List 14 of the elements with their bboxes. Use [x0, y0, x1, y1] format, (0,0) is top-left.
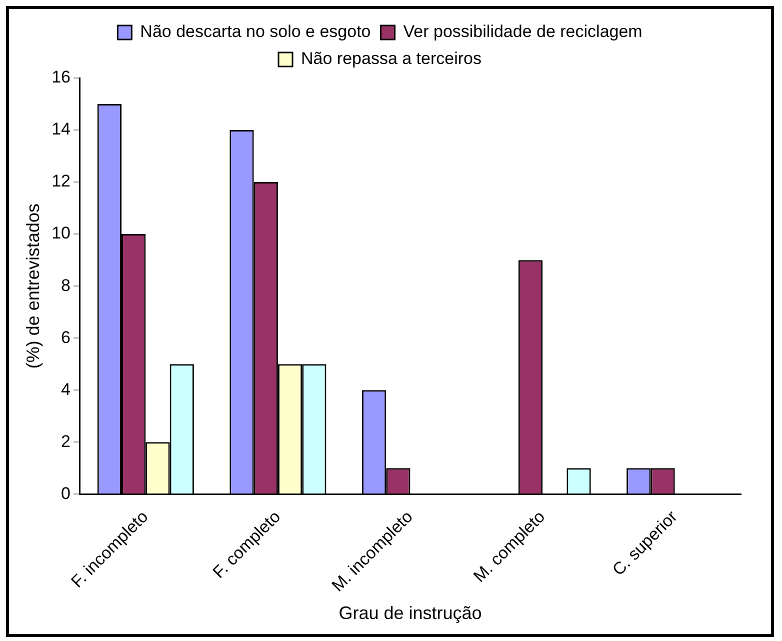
y-tick-label: 12	[52, 172, 71, 191]
x-axis-title: Grau de instrução	[338, 603, 482, 624]
legend-label: Não repassa a terceiros	[301, 49, 482, 68]
y-tick-label: 14	[52, 120, 71, 139]
y-tick-label: 16	[52, 68, 71, 87]
y-tick-label: 8	[61, 276, 71, 295]
y-axis-title: (%) de entrevistados	[22, 204, 43, 369]
y-tick-label: 0	[61, 484, 71, 503]
y-tick-label: 2	[61, 432, 71, 451]
y-tick-label: 10	[52, 224, 71, 243]
y-tick-label: 6	[61, 328, 71, 347]
y-tick-label: 4	[61, 380, 71, 399]
legend-label: Não descarta no solo e esgoto	[140, 22, 371, 42]
legend-label: Ver possibilidade de reciclagem	[403, 22, 642, 42]
